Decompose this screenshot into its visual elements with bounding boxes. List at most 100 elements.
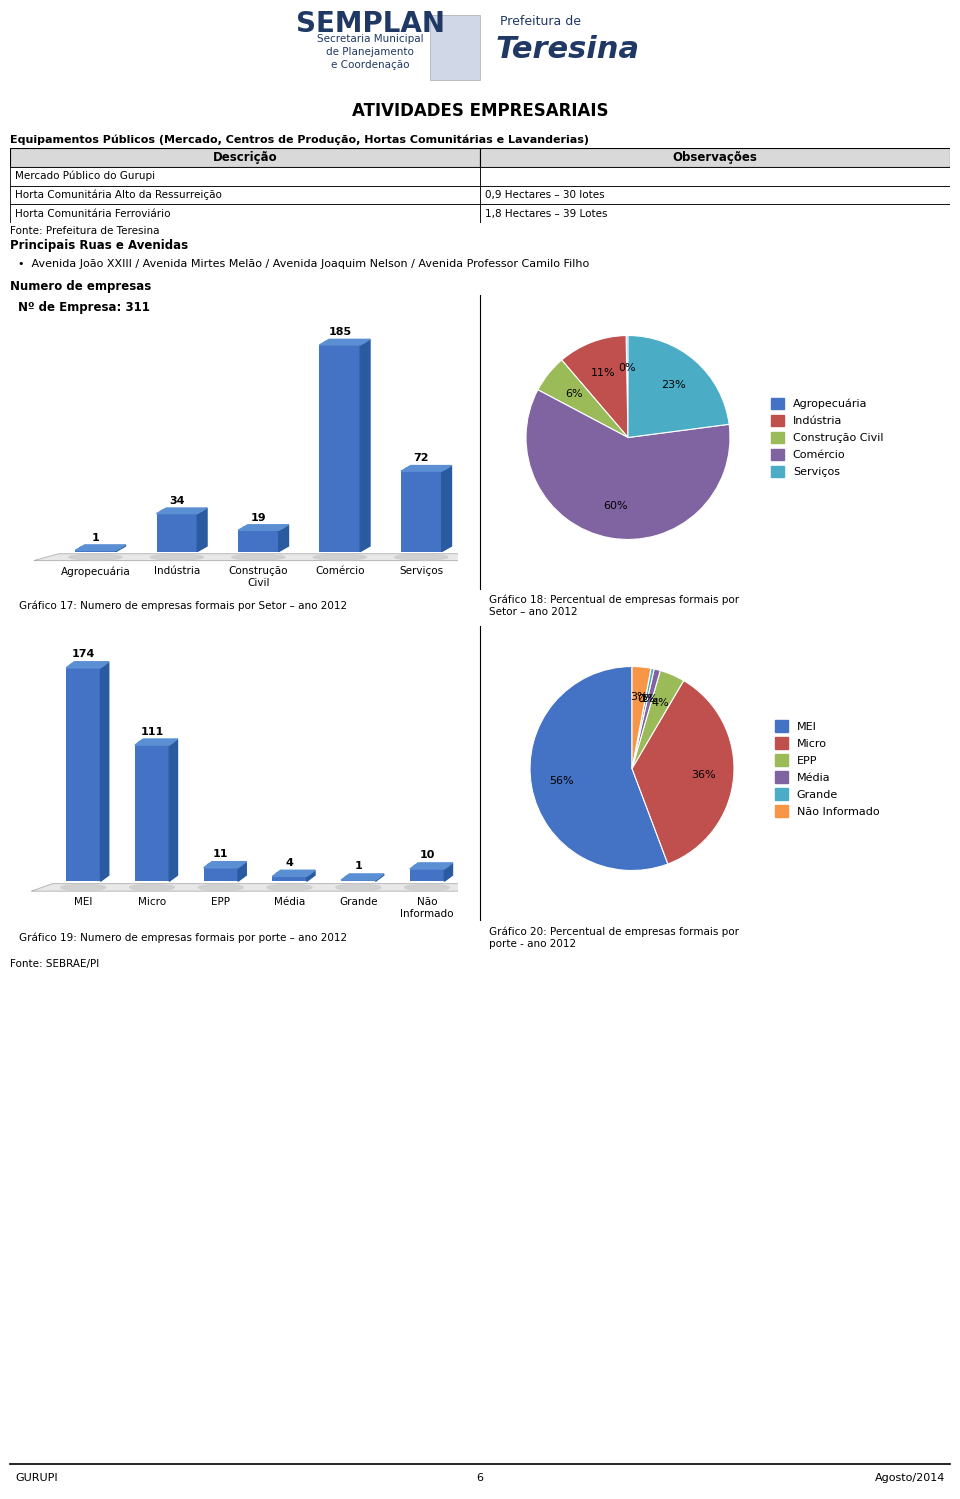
Text: 11%: 11% [591, 367, 615, 378]
Text: Agosto/2014: Agosto/2014 [875, 1474, 945, 1483]
Bar [320, 345, 360, 552]
Text: Principais Ruas e Avenidas: Principais Ruas e Avenidas [10, 240, 188, 252]
Text: 0,9 Hectares – 30 lotes: 0,9 Hectares – 30 lotes [485, 190, 605, 199]
Text: Grande: Grande [339, 898, 377, 907]
Ellipse shape [346, 875, 379, 878]
Ellipse shape [151, 555, 204, 561]
Text: Gráfico 20: Percentual de empresas formais por
porte - ano 2012: Gráfico 20: Percentual de empresas forma… [490, 926, 739, 949]
Bar [10, 204, 480, 223]
Polygon shape [75, 546, 126, 550]
Wedge shape [632, 681, 734, 863]
Text: Nº de Empresa: 311: Nº de Empresa: 311 [18, 301, 150, 315]
Text: 23%: 23% [661, 381, 686, 390]
Polygon shape [204, 862, 247, 868]
Text: 0%: 0% [637, 694, 656, 703]
Polygon shape [273, 871, 315, 877]
Text: 185: 185 [328, 327, 351, 337]
Ellipse shape [61, 884, 106, 890]
Bar [430, 15, 480, 79]
Polygon shape [238, 525, 289, 531]
Polygon shape [401, 466, 451, 471]
Ellipse shape [267, 884, 312, 890]
Ellipse shape [414, 863, 448, 868]
Text: Comércio: Comércio [315, 567, 365, 576]
Text: Mercado Público do Gurupi: Mercado Público do Gurupi [14, 171, 155, 181]
Text: 10: 10 [420, 850, 435, 860]
Bar [156, 514, 197, 552]
Text: ATIVIDADES EMPRESARIAIS: ATIVIDADES EMPRESARIAIS [351, 102, 609, 120]
Polygon shape [32, 884, 479, 890]
Text: Gráfico 17: Numero de empresas formais por Setor – ano 2012: Gráfico 17: Numero de empresas formais p… [19, 601, 348, 612]
Ellipse shape [161, 508, 203, 513]
Text: Agropecuária: Agropecuária [60, 567, 131, 577]
Polygon shape [134, 739, 178, 745]
Text: Construção
Civil: Construção Civil [228, 567, 288, 588]
Bar [10, 148, 480, 166]
Bar [238, 531, 278, 552]
Text: 1,8 Hectares – 39 Lotes: 1,8 Hectares – 39 Lotes [485, 208, 607, 219]
Text: Não
Informado: Não Informado [400, 898, 454, 919]
Text: Serviços: Serviços [399, 567, 444, 576]
Text: 6: 6 [476, 1474, 484, 1483]
Text: 72: 72 [414, 453, 429, 463]
Text: EPP: EPP [211, 898, 230, 907]
Polygon shape [116, 546, 126, 552]
Wedge shape [562, 336, 628, 438]
Bar [401, 471, 442, 552]
Ellipse shape [243, 526, 283, 529]
Text: Equipamentos Públicos (Mercado, Centros de Produção, Hortas Comunitárias e Lavan: Equipamentos Públicos (Mercado, Centros … [10, 135, 589, 145]
Wedge shape [632, 669, 660, 769]
Text: GURUPI: GURUPI [15, 1474, 58, 1483]
Bar [66, 669, 101, 881]
Polygon shape [156, 508, 207, 514]
Bar [480, 148, 950, 166]
Wedge shape [538, 360, 628, 438]
Text: 174: 174 [72, 649, 95, 660]
Wedge shape [632, 669, 654, 769]
Polygon shape [444, 863, 452, 881]
Text: Gráfico 19: Numero de empresas formais por porte – ano 2012: Gráfico 19: Numero de empresas formais p… [19, 932, 348, 943]
Ellipse shape [336, 884, 381, 890]
Ellipse shape [232, 555, 285, 561]
Polygon shape [320, 339, 370, 345]
Wedge shape [632, 670, 684, 769]
Wedge shape [526, 390, 730, 540]
Wedge shape [530, 667, 668, 871]
Ellipse shape [139, 741, 174, 744]
Ellipse shape [80, 546, 121, 550]
Ellipse shape [69, 555, 122, 561]
Polygon shape [169, 739, 178, 881]
Text: Fonte: Prefeitura de Teresina: Fonte: Prefeitura de Teresina [10, 226, 159, 235]
Polygon shape [410, 863, 452, 869]
Wedge shape [632, 667, 651, 769]
Polygon shape [35, 553, 483, 561]
Text: 6%: 6% [565, 390, 583, 399]
Ellipse shape [70, 663, 105, 667]
Text: 19: 19 [251, 513, 266, 523]
Polygon shape [442, 466, 451, 552]
Text: 4: 4 [286, 857, 294, 868]
Wedge shape [626, 336, 628, 438]
Text: Fonte: SEBRAE/PI: Fonte: SEBRAE/PI [10, 959, 99, 970]
Text: 1: 1 [91, 532, 99, 543]
Bar [480, 186, 950, 204]
Text: 34: 34 [169, 496, 184, 505]
Ellipse shape [207, 862, 242, 866]
Polygon shape [238, 862, 247, 881]
Bar [134, 745, 169, 881]
Polygon shape [101, 661, 108, 881]
Polygon shape [360, 339, 370, 552]
Bar [10, 186, 480, 204]
Text: MEI: MEI [74, 898, 92, 907]
Polygon shape [307, 871, 315, 881]
Ellipse shape [406, 466, 446, 471]
Text: Prefeitura de: Prefeitura de [500, 15, 581, 28]
Text: Observações: Observações [673, 151, 757, 163]
Text: 1%: 1% [641, 694, 659, 705]
Legend: MEI, Micro, EPP, Média, Grande, Não Informado: MEI, Micro, EPP, Média, Grande, Não Info… [770, 717, 884, 821]
Text: 56%: 56% [549, 776, 574, 787]
Bar [480, 166, 950, 186]
Ellipse shape [313, 555, 367, 561]
Polygon shape [66, 661, 108, 669]
Bar [410, 869, 444, 881]
